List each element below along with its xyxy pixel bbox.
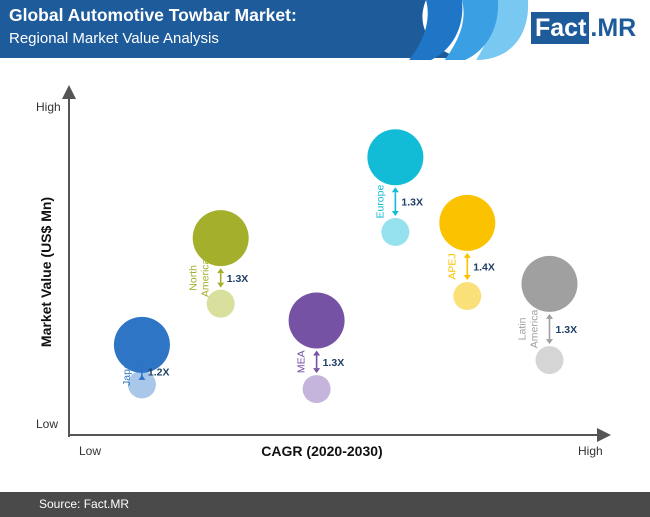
europe-growth-arrow-head-down [391, 211, 399, 216]
europe-region-label: Europe [374, 185, 386, 219]
japan-future-value-bubble [113, 316, 170, 373]
latin-america-growth-arrow-head-up [546, 313, 553, 319]
apej-growth-multiplier-label: 1.4X [473, 261, 495, 273]
logo-text-fact: Fact [531, 12, 590, 44]
latin-america-growth-arrow-head-down [546, 339, 553, 345]
header-background [0, 0, 529, 60]
europe-growth-multiplier-label: 1.3X [401, 197, 423, 209]
japan-growth-arrow-head-up [138, 374, 146, 380]
apej-current-value-bubble [453, 282, 482, 311]
europe-growth-arrow-head-up [391, 187, 399, 193]
mea-growth-arrow-head-down [313, 368, 321, 374]
latin-america-future-value-bubble [521, 255, 578, 312]
x-tick-label-low: Low [79, 444, 101, 458]
japan-region-label: Japan [121, 357, 133, 386]
mea-region-label: MEA [296, 350, 308, 373]
apej-future-value-bubble [439, 194, 496, 251]
y-tick-label-low: Low [36, 417, 58, 431]
latin-america-region-label-line-2: America [529, 310, 541, 349]
logo-text-mr: .MR [590, 14, 637, 42]
japan-growth-arrow-head-down [138, 363, 146, 369]
europe-future-value-bubble [367, 129, 424, 186]
chart-subtitle: Regional Market Value Analysis [9, 30, 219, 47]
factmr-logo: Fact .MR [531, 12, 636, 44]
north-america-growth-arrow-head-up [217, 268, 225, 274]
north-america-region-label-line-2: America [200, 258, 212, 297]
mea-future-value-bubble [288, 292, 345, 349]
apej-growth-arrow-head-up [463, 252, 471, 258]
apej-growth-arrow-head-down [463, 275, 471, 281]
europe-current-value-bubble [381, 218, 410, 246]
chart-title: Global Automotive Towbar Market: [9, 5, 297, 25]
japan-growth-multiplier-label: 1.2X [148, 367, 170, 379]
north-america-growth-multiplier-label: 1.3X [227, 273, 249, 285]
footer-bar: Source: Fact.MR [0, 492, 650, 517]
north-america-current-value-bubble [206, 289, 235, 318]
mea-current-value-bubble [302, 375, 331, 404]
header-arc-dark [409, 0, 463, 60]
north-america-future-value-bubble [192, 210, 249, 267]
header-title-band [0, 0, 470, 58]
header-banner: Global Automotive Towbar Market: Regiona… [0, 0, 650, 60]
apej-region-label: APEJ [446, 253, 458, 279]
y-axis-label: Market Value (US$ Mn) [38, 197, 54, 347]
header-arc-light [476, 0, 529, 60]
latin-america-current-value-bubble [535, 346, 564, 375]
mea-growth-multiplier-label: 1.3X [323, 357, 345, 369]
latin-america-region-label-line-1: Latin [517, 317, 529, 340]
source-note: Source: Fact.MR [39, 497, 130, 511]
japan-current-value-bubble [127, 370, 156, 399]
north-america-growth-arrow-head-down [217, 282, 225, 288]
mea-growth-arrow-head-up [313, 350, 321, 356]
header-arc-mid [444, 0, 499, 60]
latin-america-growth-multiplier-label: 1.3X [556, 324, 578, 336]
bubble-chart: High Low Low High CAGR (2020-2030) Marke… [36, 85, 611, 459]
x-tick-label-high: High [578, 444, 603, 458]
north-america-region-label-line-1: North [188, 265, 200, 291]
x-axis-label: CAGR (2020-2030) [261, 443, 382, 459]
y-tick-label-high: High [36, 100, 61, 114]
